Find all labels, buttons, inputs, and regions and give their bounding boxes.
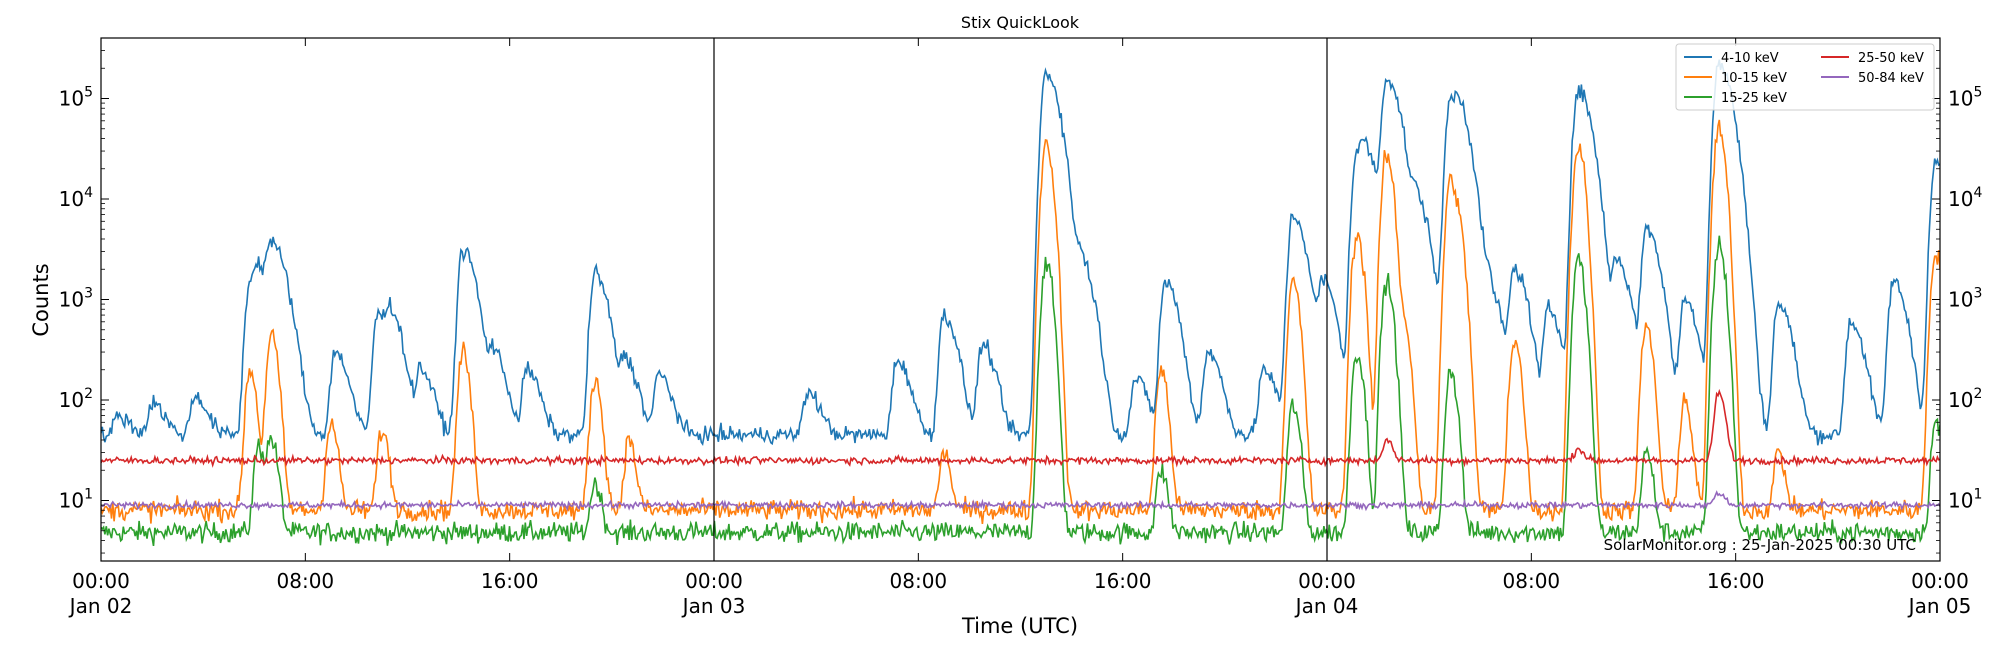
x-tick-date-label: Jan 02 bbox=[68, 594, 133, 618]
x-axis-label: Time (UTC) bbox=[961, 614, 1078, 638]
y-tick-label: 101 bbox=[59, 486, 93, 512]
y-axis-label: Counts bbox=[29, 263, 53, 336]
y-tick-label: 102 bbox=[59, 386, 93, 412]
x-tick-label: 08:00 bbox=[1503, 569, 1561, 593]
plot-frame bbox=[100, 37, 1941, 562]
legend-label: 10-15 keV bbox=[1721, 71, 1787, 86]
x-tick-label: 00:00 bbox=[72, 569, 130, 593]
x-tick-date-label: Jan 03 bbox=[681, 594, 746, 618]
y-tick-label: 104 bbox=[59, 185, 93, 211]
day-separators bbox=[713, 38, 1328, 561]
x-tick-label: 08:00 bbox=[277, 569, 335, 593]
source-annotation: SolarMonitor.org : 25-Jan-2025 00:30 UTC bbox=[1604, 536, 1916, 554]
series-line-4-10-kev bbox=[101, 59, 1940, 446]
x-tick-date-label: Jan 05 bbox=[1907, 594, 1972, 618]
legend-label: 15-25 keV bbox=[1721, 91, 1787, 106]
x-tick-label: 00:00 bbox=[1298, 569, 1356, 593]
series-line-15-25-kev bbox=[101, 235, 1940, 547]
series-line-10-15-kev bbox=[101, 119, 1940, 524]
y-tick-label-right: 102 bbox=[1948, 386, 1982, 412]
legend-label: 4-10 keV bbox=[1721, 51, 1779, 66]
y-tick-label-right: 103 bbox=[1948, 286, 1982, 312]
x-tick-label: 16:00 bbox=[481, 569, 539, 593]
legend-box bbox=[1675, 43, 1935, 111]
y-tick-label-right: 105 bbox=[1948, 85, 1982, 111]
x-tick-label: 08:00 bbox=[890, 569, 948, 593]
x-tick-label: 00:00 bbox=[1911, 569, 1969, 593]
y-tick-label-right: 101 bbox=[1948, 486, 1982, 512]
series-layer bbox=[101, 59, 1940, 547]
series-line-50-84-kev bbox=[101, 490, 1940, 512]
x-tick-date-label: Jan 04 bbox=[1294, 594, 1359, 618]
legend-label: 25-50 keV bbox=[1858, 51, 1924, 66]
x-tick-label: 16:00 bbox=[1707, 569, 1765, 593]
legend: 4-10 keV 10-15 keV 15-25 keV 25-50 keV 50-84… bbox=[1675, 43, 1935, 111]
x-tick-label: 00:00 bbox=[685, 569, 743, 593]
x-tick-label: 16:00 bbox=[1094, 569, 1152, 593]
chart-title: Stix QuickLook bbox=[961, 13, 1080, 32]
legend-label: 50-84 keV bbox=[1858, 71, 1924, 86]
series-line-25-50-kev bbox=[101, 388, 1940, 468]
y-tick-label-right: 104 bbox=[1948, 185, 1982, 211]
y-tick-label: 105 bbox=[59, 85, 93, 111]
y-tick-label: 103 bbox=[59, 286, 93, 312]
